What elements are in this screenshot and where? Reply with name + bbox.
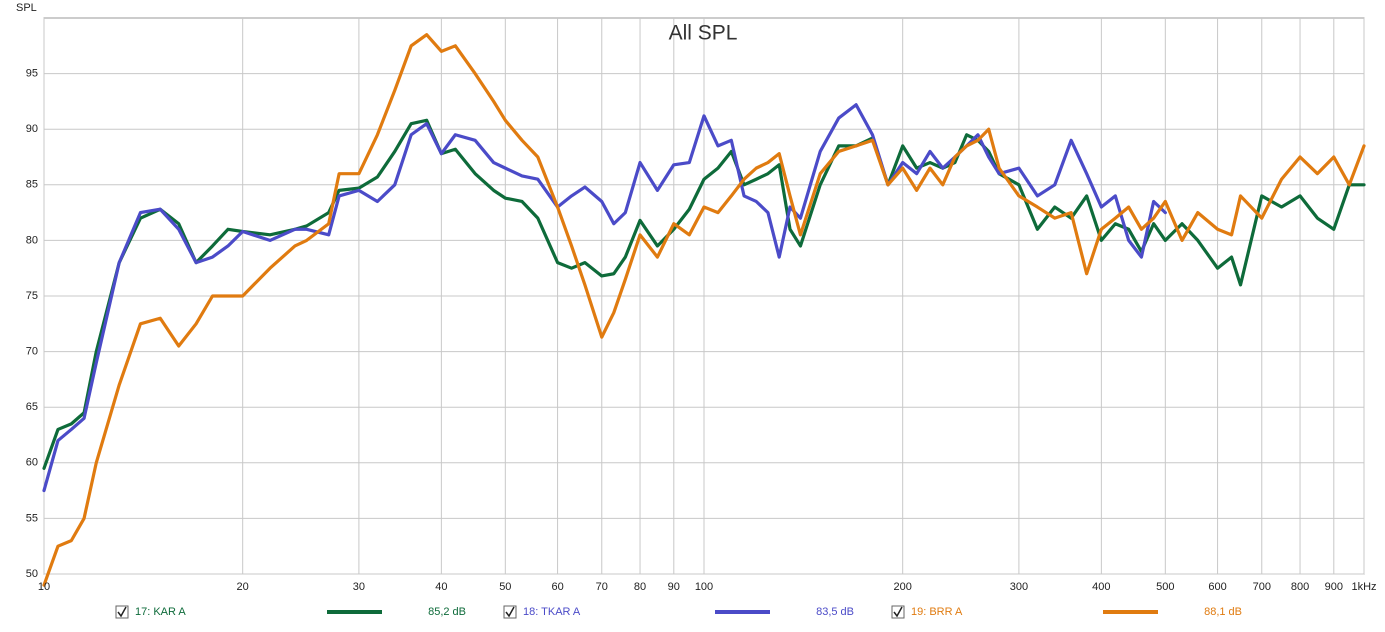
legend-label: 19: BRR A xyxy=(911,606,963,618)
x-tick-label: 80 xyxy=(634,581,646,593)
legend-value: 85,2 dB xyxy=(428,606,466,618)
x-tick-label: 100 xyxy=(695,581,713,593)
legend-check xyxy=(505,606,515,618)
x-tick-label: 40 xyxy=(435,581,447,593)
legend-check xyxy=(117,606,127,618)
y-tick-label: 70 xyxy=(26,346,38,358)
x-tick-label: 50 xyxy=(499,581,511,593)
x-tick-label: 200 xyxy=(894,581,912,593)
x-tick-label: 30 xyxy=(353,581,365,593)
legend-check xyxy=(893,606,903,618)
x-tick-label: 20 xyxy=(237,581,249,593)
x-tick-label: 60 xyxy=(551,581,563,593)
y-tick-label: 75 xyxy=(26,290,38,302)
series-line xyxy=(42,33,1366,587)
y-tick-label: 95 xyxy=(26,68,38,80)
x-tick-label: 900 xyxy=(1325,581,1343,593)
x-tick-label: 70 xyxy=(596,581,608,593)
x-tick-label: 10 xyxy=(38,581,50,593)
y-tick-label: 55 xyxy=(26,512,38,524)
x-tick-label: 90 xyxy=(668,581,680,593)
legend-label: 17: KAR A xyxy=(135,606,186,618)
y-tick-label: 80 xyxy=(26,234,38,246)
y-tick-label: 50 xyxy=(26,568,38,580)
x-tick-label: 400 xyxy=(1092,581,1110,593)
x-tick-label: 800 xyxy=(1291,581,1309,593)
x-tick-label: 1kHz xyxy=(1351,581,1376,593)
y-tick-label: 85 xyxy=(26,179,38,191)
x-tick-label: 700 xyxy=(1253,581,1271,593)
legend-value: 88,1 dB xyxy=(1204,606,1242,618)
legend-label: 18: TKAR A xyxy=(523,606,581,618)
legend-value: 83,5 dB xyxy=(816,606,854,618)
y-axis-label: SPL xyxy=(16,2,37,14)
y-tick-label: 90 xyxy=(26,123,38,135)
series-line xyxy=(42,103,1167,493)
x-tick-label: 500 xyxy=(1156,581,1174,593)
y-tick-label: 60 xyxy=(26,457,38,469)
y-tick-label: 65 xyxy=(26,401,38,413)
x-tick-label: 600 xyxy=(1208,581,1226,593)
chart-title: All SPL xyxy=(669,22,738,45)
x-tick-label: 300 xyxy=(1010,581,1028,593)
